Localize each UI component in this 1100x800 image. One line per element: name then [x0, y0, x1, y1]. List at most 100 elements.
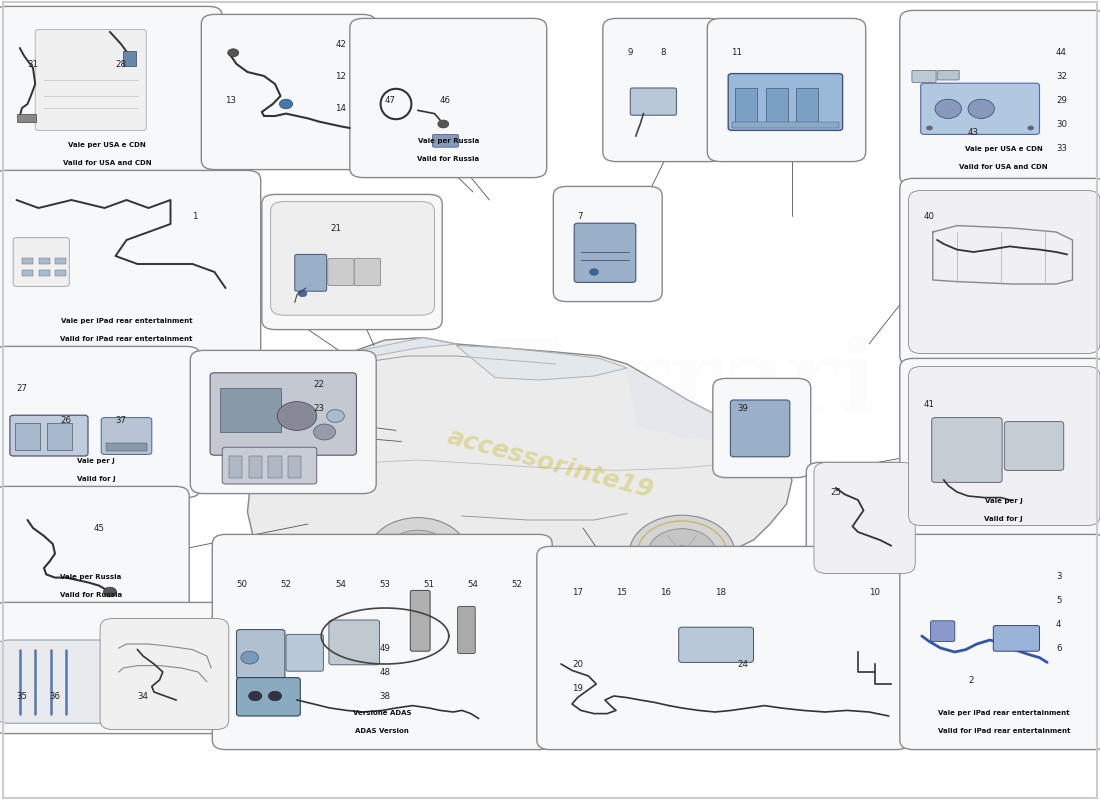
Bar: [22, 270, 33, 276]
Text: Vale per iPad rear entertainment: Vale per iPad rear entertainment: [938, 710, 1069, 716]
Text: 11: 11: [732, 48, 742, 57]
Text: 3: 3: [1056, 572, 1062, 581]
Text: Vale per Russia: Vale per Russia: [60, 574, 121, 580]
Text: 54: 54: [336, 580, 346, 589]
FancyBboxPatch shape: [13, 238, 69, 286]
Text: 7: 7: [578, 212, 583, 221]
Text: 27: 27: [16, 384, 28, 393]
Polygon shape: [363, 523, 473, 552]
FancyBboxPatch shape: [993, 626, 1040, 651]
Bar: [39, 258, 50, 264]
Bar: [15, 423, 40, 450]
Text: 12: 12: [336, 72, 346, 81]
Text: Ferrari: Ferrari: [487, 335, 877, 433]
Circle shape: [277, 402, 317, 430]
Bar: [268, 456, 282, 478]
FancyBboxPatch shape: [101, 418, 152, 454]
Circle shape: [228, 49, 239, 57]
Text: 26: 26: [60, 416, 72, 425]
Circle shape: [438, 120, 449, 128]
Text: Vale per USA e CDN: Vale per USA e CDN: [965, 146, 1043, 152]
FancyBboxPatch shape: [900, 534, 1100, 750]
Circle shape: [279, 99, 293, 109]
FancyBboxPatch shape: [286, 634, 323, 671]
FancyBboxPatch shape: [410, 590, 430, 651]
FancyBboxPatch shape: [537, 546, 910, 750]
FancyBboxPatch shape: [1004, 422, 1064, 470]
Text: Vale per J: Vale per J: [984, 498, 1023, 504]
Text: 8: 8: [660, 48, 666, 57]
Bar: [123, 51, 136, 66]
FancyBboxPatch shape: [271, 202, 435, 315]
Text: Valid for iPad rear entertainment: Valid for iPad rear entertainment: [937, 728, 1070, 734]
Text: 34: 34: [138, 692, 148, 701]
Bar: [288, 456, 301, 478]
FancyBboxPatch shape: [212, 534, 552, 750]
Text: Valid for Russia: Valid for Russia: [59, 592, 122, 598]
Text: 52: 52: [512, 580, 522, 589]
Text: Vale per USA e CDN: Vale per USA e CDN: [68, 142, 146, 148]
Text: 48: 48: [379, 668, 390, 677]
FancyBboxPatch shape: [236, 678, 300, 716]
Text: 30: 30: [1056, 120, 1067, 129]
Text: 38: 38: [379, 692, 390, 701]
Text: ADAS Version: ADAS Version: [355, 728, 409, 734]
Text: 51: 51: [424, 580, 434, 589]
FancyBboxPatch shape: [10, 415, 88, 456]
FancyBboxPatch shape: [350, 18, 547, 178]
FancyBboxPatch shape: [630, 88, 676, 115]
Circle shape: [1027, 126, 1034, 130]
FancyBboxPatch shape: [937, 70, 959, 80]
Circle shape: [368, 518, 468, 590]
Bar: [106, 443, 147, 451]
Text: 23: 23: [314, 404, 324, 413]
Text: 24: 24: [737, 660, 748, 669]
FancyBboxPatch shape: [814, 462, 915, 574]
FancyBboxPatch shape: [909, 190, 1100, 354]
Text: 32: 32: [1056, 72, 1067, 81]
Circle shape: [327, 410, 344, 422]
Circle shape: [629, 515, 735, 592]
Text: 13: 13: [226, 96, 236, 105]
Text: Valid for J: Valid for J: [984, 515, 1023, 522]
FancyBboxPatch shape: [713, 378, 811, 478]
FancyBboxPatch shape: [921, 83, 1040, 134]
Polygon shape: [627, 368, 759, 442]
Bar: [39, 270, 50, 276]
Text: 52: 52: [280, 580, 292, 589]
Circle shape: [249, 691, 262, 701]
FancyBboxPatch shape: [262, 194, 442, 330]
Text: 4: 4: [1056, 620, 1062, 629]
Bar: [47, 423, 72, 450]
Text: 19: 19: [572, 684, 583, 693]
Text: 2: 2: [968, 676, 974, 685]
Bar: [249, 456, 262, 478]
Polygon shape: [330, 338, 456, 368]
Text: Versione ADAS: Versione ADAS: [353, 710, 411, 716]
FancyBboxPatch shape: [603, 18, 723, 162]
FancyBboxPatch shape: [210, 373, 356, 455]
Text: Vale per iPad rear entertainment: Vale per iPad rear entertainment: [60, 318, 192, 324]
Bar: [220, 388, 280, 432]
Bar: [55, 258, 66, 264]
Text: 50: 50: [236, 580, 248, 589]
FancyBboxPatch shape: [679, 627, 754, 662]
Text: Valid for J: Valid for J: [77, 475, 116, 482]
Text: 53: 53: [379, 580, 390, 589]
FancyBboxPatch shape: [295, 254, 327, 291]
Bar: [55, 270, 66, 276]
FancyBboxPatch shape: [909, 366, 1100, 526]
FancyBboxPatch shape: [900, 358, 1100, 538]
FancyBboxPatch shape: [0, 6, 222, 182]
Circle shape: [103, 587, 117, 597]
FancyBboxPatch shape: [931, 621, 955, 642]
Text: 9: 9: [627, 48, 632, 57]
FancyBboxPatch shape: [328, 258, 354, 286]
Text: 15: 15: [616, 588, 627, 597]
Circle shape: [671, 546, 693, 562]
FancyBboxPatch shape: [329, 620, 379, 665]
Text: 22: 22: [314, 380, 324, 389]
Bar: [732, 122, 839, 128]
FancyBboxPatch shape: [458, 606, 475, 654]
Circle shape: [386, 530, 450, 577]
